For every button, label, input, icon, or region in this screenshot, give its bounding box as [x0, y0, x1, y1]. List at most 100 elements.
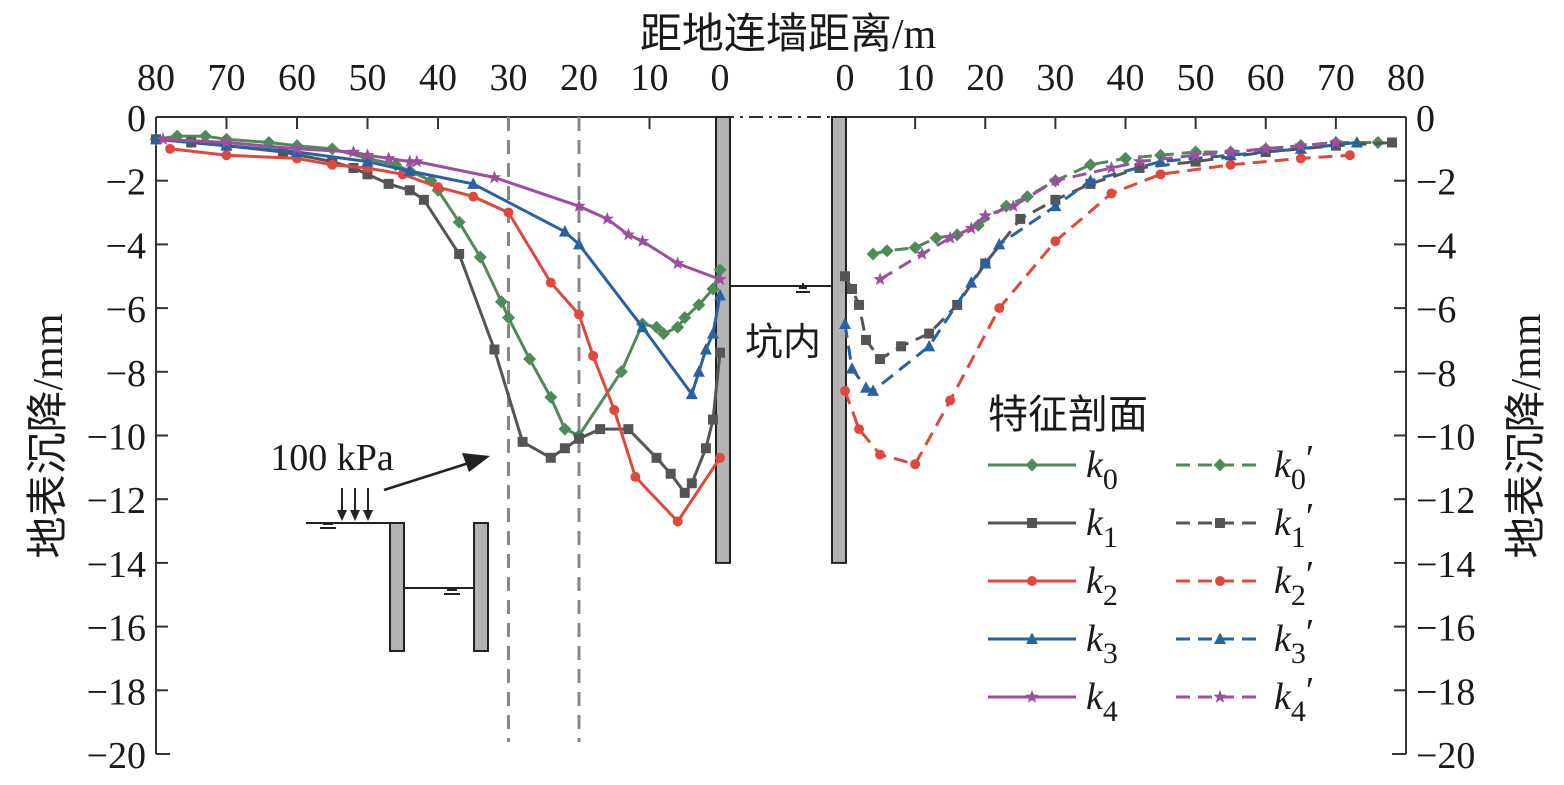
data-point: [346, 145, 361, 158]
series-k3: [150, 132, 726, 400]
data-point: [672, 516, 683, 527]
y-tick-label-right: −18: [1416, 671, 1475, 713]
load-label: 100 kPa: [270, 437, 394, 479]
x-tick-label-left: 70: [208, 57, 246, 99]
y-tick-label-right: −20: [1416, 735, 1475, 777]
data-point: [707, 414, 718, 425]
data-point: [880, 244, 894, 258]
data-point: [544, 390, 558, 404]
data-point: [1134, 162, 1145, 173]
y-tick-label-right: −8: [1416, 353, 1456, 395]
data-point: [1015, 213, 1026, 224]
series-k4: [156, 132, 727, 286]
legend-label: k2′: [1274, 554, 1314, 612]
series-line: [162, 137, 721, 281]
data-point: [965, 276, 978, 288]
legend-label: k3′: [1274, 612, 1314, 670]
y-tick-label-left: −6: [106, 289, 146, 331]
x-tick-label-left: 10: [631, 57, 669, 99]
data-point: [1330, 140, 1341, 151]
data-point: [1213, 458, 1227, 472]
pit-inside-label: 坑内: [745, 322, 821, 364]
y-tick-label-right: −10: [1416, 417, 1475, 459]
data-point: [1214, 632, 1226, 644]
data-point: [1050, 236, 1061, 247]
pointer-arrow-shaft: [383, 460, 473, 492]
data-point: [686, 478, 697, 489]
legend-label: k4: [1086, 676, 1118, 728]
data-point: [651, 452, 662, 463]
data-point: [929, 231, 943, 245]
data-point: [700, 443, 711, 454]
data-point: [487, 170, 502, 184]
data-point: [943, 231, 957, 244]
data-point: [840, 385, 850, 396]
data-point: [1119, 151, 1132, 165]
data-point: [198, 129, 212, 143]
y-tick-label-right: −6: [1416, 289, 1456, 331]
data-point: [1259, 141, 1273, 155]
data-point: [574, 433, 584, 444]
y-tick-label-left: −16: [87, 608, 146, 650]
x-tick-label-right: 10: [896, 57, 934, 99]
data-point: [433, 182, 443, 193]
data-point: [692, 365, 705, 377]
data-point: [1106, 188, 1117, 199]
data-point: [473, 250, 487, 264]
data-point: [866, 247, 880, 261]
legend-label: k4′: [1274, 670, 1314, 728]
data-point: [545, 452, 556, 463]
data-point: [595, 424, 606, 435]
data-point: [840, 271, 850, 282]
data-point: [713, 272, 727, 286]
data-point: [410, 154, 424, 168]
data-point: [635, 234, 650, 247]
x-tick-label-right: 20: [966, 57, 1004, 99]
data-point: [636, 320, 649, 333]
data-point: [1155, 169, 1166, 180]
data-point: [847, 283, 858, 294]
series-line: [843, 153, 1350, 466]
data-point: [978, 208, 992, 222]
x-tick-label-right: 60: [1247, 57, 1285, 99]
data-point: [1025, 458, 1039, 472]
data-point: [867, 384, 880, 396]
data-point: [1215, 518, 1225, 528]
data-point: [1190, 156, 1201, 167]
series-group: [149, 129, 1397, 527]
data-point: [165, 143, 176, 154]
data-point: [1006, 199, 1020, 212]
data-point: [679, 487, 690, 498]
data-point: [418, 194, 429, 205]
data-point: [362, 169, 373, 180]
x-tick-label-left: 50: [349, 57, 387, 99]
data-point: [706, 327, 719, 339]
data-point: [574, 309, 584, 320]
y-tick-label-right: −16: [1416, 608, 1475, 650]
y-tick-label-right: −14: [1416, 544, 1475, 586]
data-point: [908, 241, 922, 255]
data-point: [860, 381, 873, 393]
pointer-arrow-head: [462, 453, 490, 472]
data-point: [671, 320, 685, 334]
data-point: [600, 211, 614, 225]
data-point: [609, 405, 620, 416]
data-point: [678, 311, 692, 325]
series-k2-prime: [840, 150, 1355, 470]
data-point: [671, 256, 685, 270]
data-point: [1225, 159, 1236, 170]
data-point: [1224, 145, 1238, 158]
data-point: [452, 215, 466, 229]
data-point: [665, 468, 676, 479]
diaphragm-walls: 坑内: [715, 116, 847, 564]
data-point: [875, 354, 886, 365]
schematic-wall-left: [389, 522, 405, 652]
legend-label: k1: [1086, 502, 1118, 554]
x-tick-label-left: 0: [711, 57, 730, 99]
data-point: [1386, 137, 1397, 148]
data-point: [1027, 576, 1037, 586]
data-point: [517, 436, 528, 447]
data-point: [1049, 199, 1062, 212]
data-point: [910, 459, 921, 470]
legend-label: k0: [1086, 444, 1118, 496]
